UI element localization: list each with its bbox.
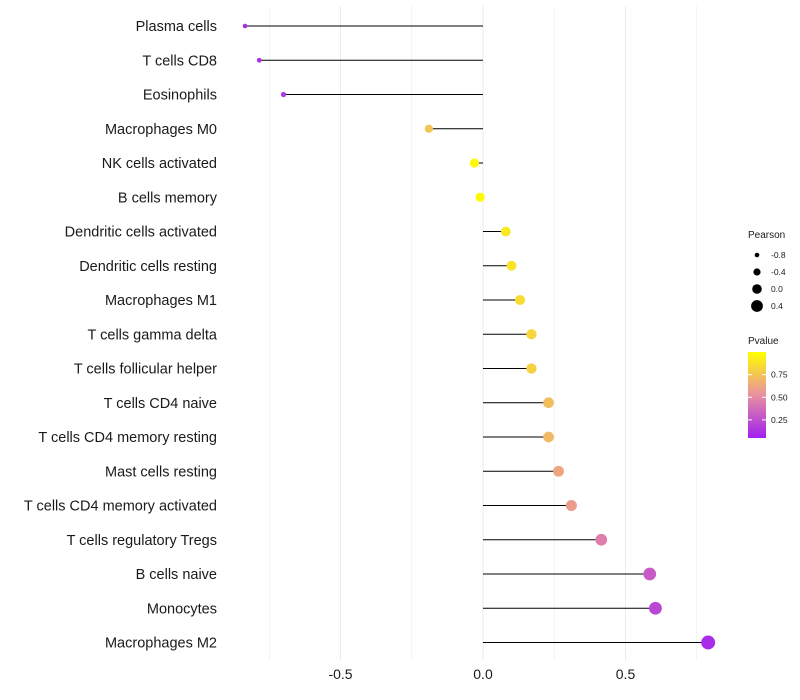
point-8 [515,294,526,306]
colorbar [748,352,766,438]
category-label: Dendritic cells activated [65,225,217,241]
size-legend-key [754,252,760,258]
category-label: NK cells activated [102,156,217,172]
points [242,23,716,650]
point-10 [526,363,537,374]
point-0 [242,23,248,29]
point-3 [424,124,433,133]
x-tick-label: -0.5 [328,666,352,682]
point-11 [543,397,554,409]
point-17 [649,601,662,615]
point-5 [475,192,485,202]
point-13 [553,465,564,477]
category-label: Mast cells resting [105,464,217,480]
grid-lines [268,6,698,660]
category-label: T cells CD8 [142,53,217,69]
size-legend-key [752,284,762,294]
point-14 [565,499,577,512]
size-legend-label: 0.4 [771,301,783,311]
size-legend-title: Pearson [748,230,785,241]
category-label: Plasma cells [136,19,217,35]
legend: Pearson Pvalue -0.8 -0.4 0.0 0.4 0.25 0.50 0.7… [748,230,788,438]
category-label: Dendritic cells resting [79,259,217,275]
category-labels: Plasma cells T cells CD8 Eosinophils Macrop… [24,19,218,652]
x-tick-label: 0.5 [616,666,636,682]
color-legend-title: Pvalue [748,336,779,347]
category-label: Monocytes [147,601,217,617]
point-18 [701,635,716,650]
category-label: T cells CD4 naive [104,396,217,412]
stems [245,25,709,643]
size-legend-key [751,300,763,312]
category-label: T cells follicular helper [74,362,217,378]
point-2 [280,91,287,98]
point-1 [256,57,262,63]
category-label: Eosinophils [143,88,217,104]
point-12 [543,431,554,443]
category-label: Macrophages M1 [105,293,217,309]
category-label: Macrophages M2 [105,636,217,652]
colorbar-label: 0.25 [771,415,788,425]
size-legend-label: -0.8 [771,250,786,260]
x-tick-label: 0.0 [473,666,493,682]
point-6 [500,226,511,237]
point-7 [506,260,517,271]
category-label: T cells CD4 memory resting [38,430,217,446]
category-label: T cells gamma delta [88,327,218,343]
colorbar-label: 0.75 [771,370,788,380]
colorbar-label: 0.50 [771,392,788,402]
point-4 [469,158,480,168]
category-label: B cells memory [118,190,218,206]
category-label: B cells naive [136,567,217,583]
point-15 [595,533,608,546]
x-axis-ticks: -0.5 0.0 0.5 [328,666,635,682]
category-label: T cells regulatory Tregs [67,533,217,549]
point-9 [526,329,537,340]
point-16 [643,567,657,581]
category-label: T cells CD4 memory activated [24,499,217,515]
size-legend-key [753,268,761,276]
category-label: Macrophages M0 [105,122,217,138]
size-legend-label: -0.4 [771,267,786,277]
size-legend-label: 0.0 [771,284,783,294]
